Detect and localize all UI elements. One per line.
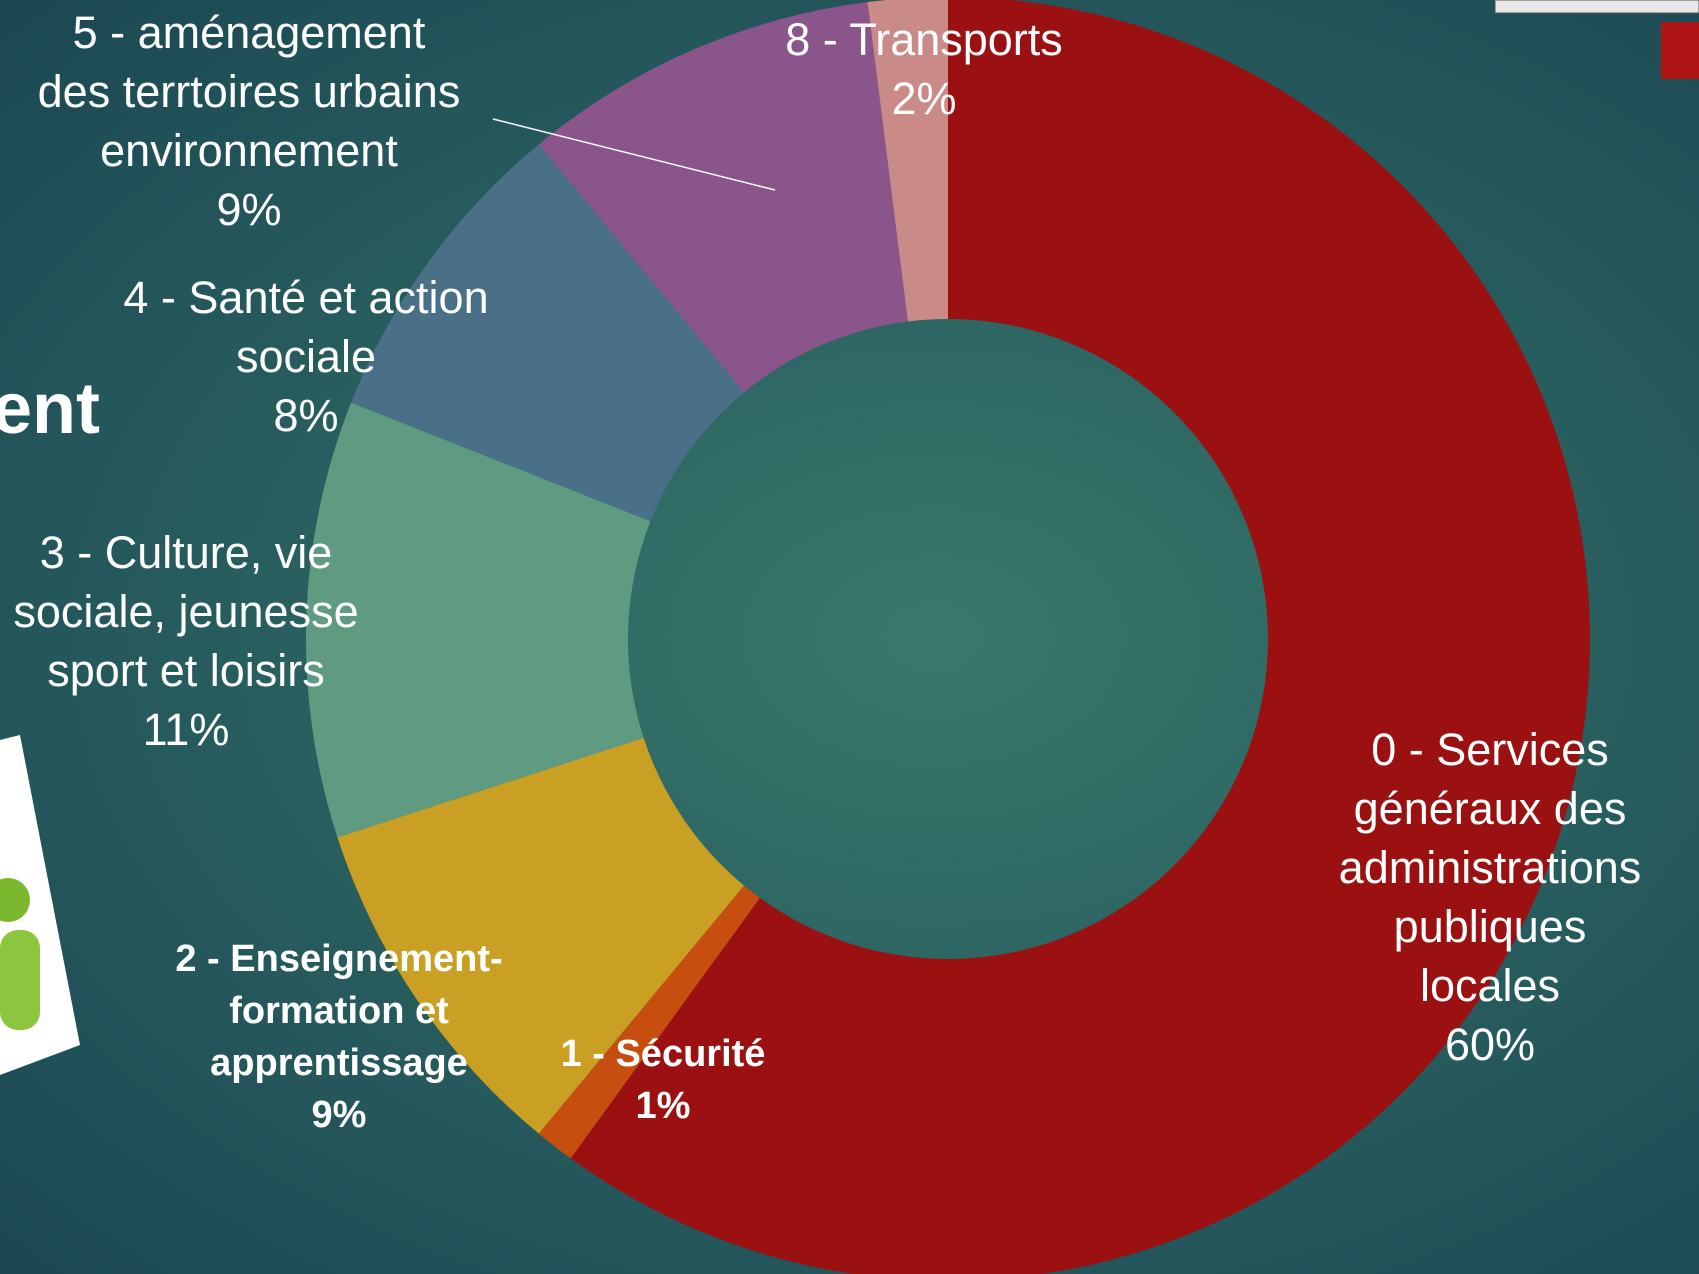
category: 1 - Sécurité [560,1033,766,1075]
slice-label: 8 - Transports 2% [785,10,1063,128]
slice-label: 3 - Culture, vie sociale, jeunesse sport… [13,523,358,759]
clipart [0,735,80,1075]
donut [306,0,1590,1274]
slice-label: 4 - Santé et action sociale 8% [123,268,488,445]
leader-line [492,118,776,191]
slice-label: 5 - aménagement des terrtoires urbains e… [38,3,461,239]
category: 8 - Transports [785,14,1063,65]
value-label: 60% [1444,1019,1536,1070]
category: 0 - Services généraux des administration… [1338,724,1642,1011]
donut-slice [306,402,651,838]
category: 4 - Santé et action sociale [123,272,489,382]
donut-slice [570,0,1590,1274]
donut-slice [538,885,760,1159]
title-fragment: ent [0,369,100,449]
value-label: 9% [216,184,282,235]
category: 3 - Culture, vie sociale, jeunesse sport… [13,527,359,696]
donut-slice [867,0,948,322]
value-label: 11% [142,704,230,755]
donut-slice [351,144,745,522]
slice-label: 0 - Services généraux des administration… [1339,720,1642,1074]
value-label: 1% [635,1085,691,1127]
clipart-figure [0,878,30,922]
category: 5 - aménagement des terrtoires urbains e… [37,7,461,176]
value-label: 2% [891,73,957,124]
corner-mark [1661,22,1699,79]
id-box [1494,0,1699,14]
clipart-figure [0,930,40,1030]
value-label: 8% [273,390,339,441]
slice-label: 2 - Enseignement- formation et apprentis… [175,933,502,1141]
slice-label: 1 - Sécurité 1% [561,1028,766,1132]
donut-slice [538,2,908,393]
category: 2 - Enseignement- formation et apprentis… [175,938,503,1084]
donut-slice [337,737,745,1134]
value-label: 9% [311,1094,367,1136]
